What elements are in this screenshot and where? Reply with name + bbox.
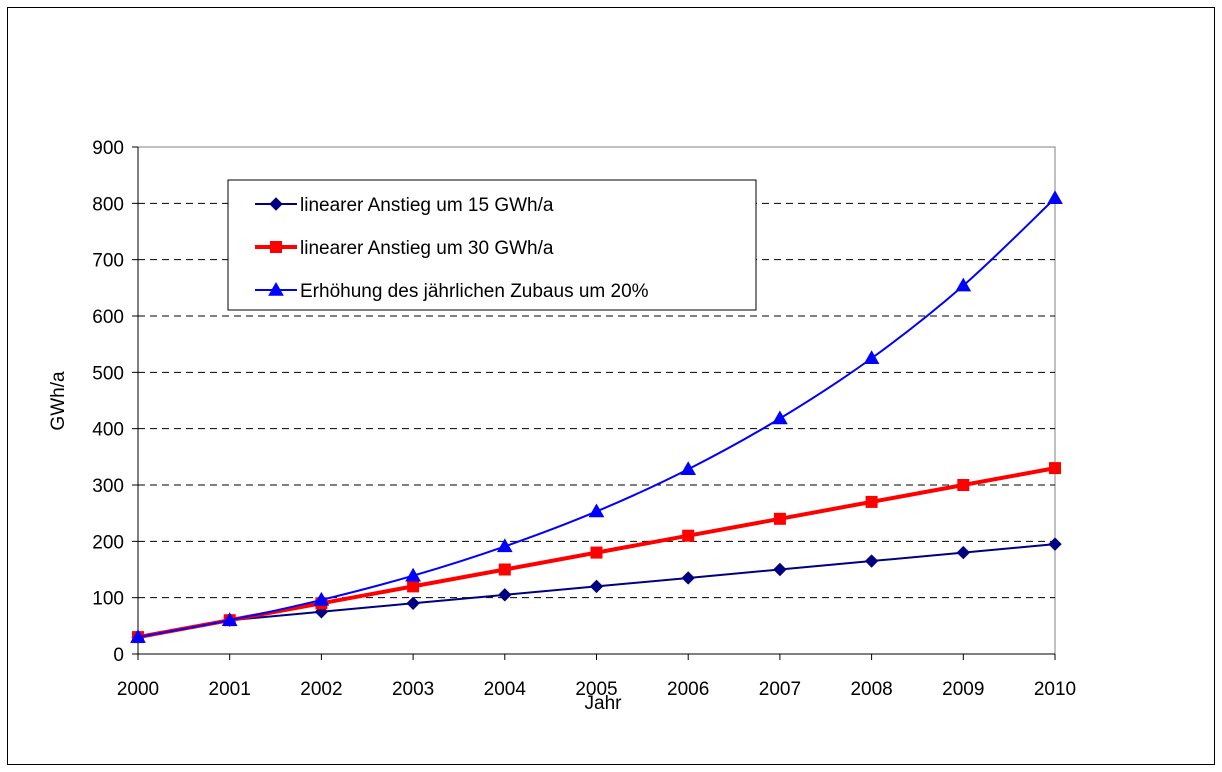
data-point-marker — [682, 529, 695, 542]
y-tick-label: 400 — [92, 420, 124, 441]
data-point-marker — [955, 277, 972, 292]
legend: linearer Anstieg um 15 GWh/a linearer Ans… — [227, 179, 757, 311]
data-point-marker — [681, 571, 695, 585]
y-tick-label: 0 — [113, 645, 124, 666]
data-point-marker — [590, 546, 603, 559]
y-tick-label: 900 — [92, 138, 124, 159]
x-axis-title: Jahr — [585, 693, 623, 714]
data-point-marker — [496, 538, 513, 553]
legend-entry: Erhöhung des jährlichen Zubaus um 20% — [255, 281, 649, 302]
x-tick-label: 2001 — [209, 679, 251, 700]
chart-border — [7, 7, 1215, 765]
y-axis-title: GWh/a — [48, 371, 69, 431]
data-point-marker — [498, 588, 512, 602]
data-point-marker — [130, 629, 146, 643]
x-tick-label: 2007 — [759, 679, 801, 700]
data-point-marker — [406, 596, 420, 611]
y-tick-label: 800 — [92, 194, 124, 215]
legend-marker — [268, 281, 284, 296]
legend-marker — [270, 241, 282, 253]
data-point-marker — [956, 545, 971, 560]
series-line — [137, 197, 1056, 639]
series-1 — [131, 537, 1062, 644]
y-tick-label: 600 — [92, 307, 124, 328]
legend-label: linearer Anstieg um 30 GWh/a — [300, 238, 554, 259]
x-tick-label: 2010 — [1034, 679, 1076, 700]
data-point-marker — [589, 579, 604, 594]
legend-label: linearer Anstieg um 15 GWh/a — [300, 195, 554, 216]
data-point-marker — [773, 512, 786, 525]
data-point-marker — [313, 591, 330, 606]
x-tick-label: 2008 — [850, 679, 892, 700]
data-point-marker — [863, 350, 880, 364]
x-tick-label: 2003 — [392, 679, 434, 700]
data-point-marker — [773, 562, 787, 577]
data-point-marker — [1049, 462, 1061, 475]
data-point-marker — [405, 567, 421, 582]
data-point-marker — [957, 479, 970, 491]
data-point-marker — [680, 461, 697, 475]
x-tick-label: 2004 — [484, 679, 527, 700]
x-tick-label: 2005 — [575, 679, 617, 700]
y-tick-label: 300 — [92, 476, 124, 497]
legend-marker — [269, 197, 283, 211]
y-tick-label: 200 — [92, 532, 124, 553]
data-point-marker — [407, 580, 420, 593]
data-point-marker — [772, 410, 788, 425]
x-tick-label: 2006 — [667, 679, 709, 700]
axes: 0 100 200 300 400 500 600 700 800 900 2000 2001 2002… — [92, 138, 1076, 700]
x-tick-label: 2000 — [117, 679, 159, 700]
data-point-marker — [498, 563, 511, 576]
data-point-marker — [1047, 190, 1063, 205]
y-tick-label: 500 — [92, 363, 124, 384]
x-tick-label: 2009 — [942, 679, 984, 700]
legend-entry: linearer Anstieg um 15 GWh/a — [255, 195, 554, 216]
data-point-marker — [865, 495, 878, 508]
y-tick-label: 700 — [92, 251, 124, 272]
y-tick-label: 100 — [92, 589, 124, 610]
data-point-marker — [864, 554, 879, 568]
data-point-marker — [221, 612, 238, 626]
legend-box — [227, 179, 757, 311]
data-point-marker — [1048, 537, 1062, 551]
series-3 — [130, 190, 1063, 643]
x-tick-label: 2002 — [300, 679, 342, 700]
series-group — [130, 190, 1063, 644]
data-point-marker — [588, 503, 605, 518]
legend-entry: linearer Anstieg um 30 GWh/a — [255, 238, 554, 259]
legend-label: Erhöhung des jährlichen Zubaus um 20% — [300, 281, 649, 302]
